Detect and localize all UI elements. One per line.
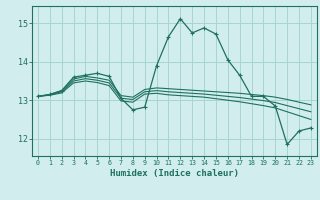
X-axis label: Humidex (Indice chaleur): Humidex (Indice chaleur) (110, 169, 239, 178)
